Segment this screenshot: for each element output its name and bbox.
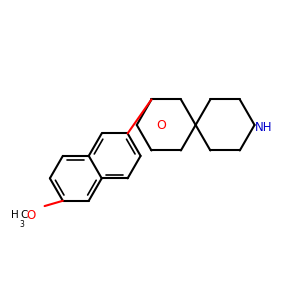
- Text: NH: NH: [254, 122, 272, 134]
- Text: C: C: [21, 210, 28, 220]
- Text: O: O: [27, 209, 36, 222]
- Text: O: O: [156, 119, 166, 132]
- Text: H: H: [11, 210, 19, 220]
- Text: 3: 3: [19, 220, 24, 229]
